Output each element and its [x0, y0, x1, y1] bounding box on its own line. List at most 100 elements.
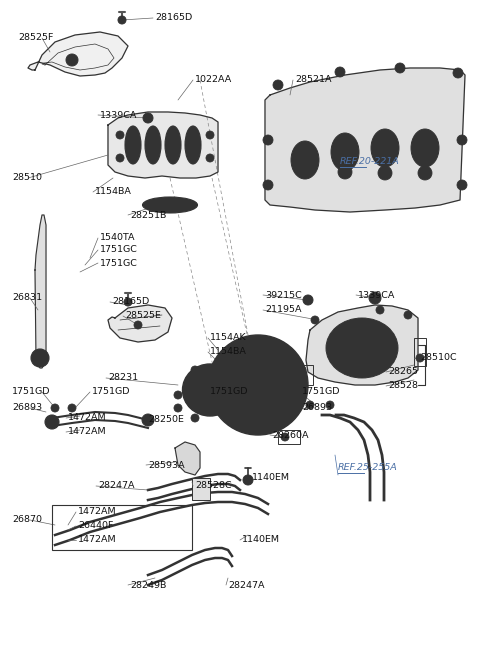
- Ellipse shape: [128, 132, 138, 157]
- Polygon shape: [35, 215, 46, 368]
- Ellipse shape: [185, 126, 201, 164]
- Circle shape: [376, 306, 384, 314]
- Text: 1472AM: 1472AM: [78, 536, 117, 544]
- Text: 28247A: 28247A: [228, 580, 264, 590]
- Circle shape: [142, 414, 154, 426]
- Text: 28165D: 28165D: [112, 297, 149, 307]
- Text: 1751GD: 1751GD: [210, 388, 249, 396]
- Ellipse shape: [326, 318, 398, 378]
- Bar: [295, 365, 313, 385]
- Circle shape: [457, 180, 467, 190]
- Text: 1472AM: 1472AM: [78, 508, 117, 517]
- Circle shape: [263, 135, 273, 145]
- Circle shape: [303, 295, 313, 305]
- Text: 1472AM: 1472AM: [68, 428, 107, 436]
- Circle shape: [238, 365, 278, 405]
- Circle shape: [404, 311, 412, 319]
- Circle shape: [335, 67, 345, 77]
- Circle shape: [191, 366, 199, 374]
- Polygon shape: [108, 305, 172, 342]
- Text: 26440F: 26440F: [78, 521, 113, 531]
- Bar: [52, 505, 192, 550]
- Ellipse shape: [371, 129, 399, 167]
- Circle shape: [66, 54, 78, 66]
- Circle shape: [206, 154, 214, 162]
- Ellipse shape: [376, 135, 394, 161]
- Circle shape: [263, 180, 273, 190]
- Polygon shape: [175, 442, 200, 475]
- Ellipse shape: [298, 163, 312, 177]
- Circle shape: [191, 414, 199, 422]
- Text: 28593A: 28593A: [148, 460, 185, 470]
- Circle shape: [243, 475, 253, 485]
- Text: 1140EM: 1140EM: [242, 536, 280, 544]
- Ellipse shape: [145, 126, 161, 164]
- Circle shape: [453, 68, 463, 78]
- Circle shape: [298, 366, 306, 374]
- Text: 26870: 26870: [12, 515, 42, 525]
- Text: 1339CA: 1339CA: [358, 291, 396, 299]
- Text: REF.20-221A: REF.20-221A: [340, 157, 400, 166]
- Circle shape: [395, 63, 405, 73]
- Circle shape: [416, 354, 424, 362]
- Text: 28525F: 28525F: [18, 33, 53, 43]
- Circle shape: [51, 404, 59, 412]
- Text: 1339CA: 1339CA: [100, 111, 137, 119]
- Circle shape: [306, 401, 314, 409]
- Text: 28525E: 28525E: [125, 312, 161, 320]
- Text: 28510: 28510: [12, 174, 42, 183]
- Text: 28249B: 28249B: [130, 580, 167, 590]
- Text: 28510C: 28510C: [420, 354, 456, 362]
- Text: 28250E: 28250E: [148, 415, 184, 424]
- Circle shape: [206, 131, 214, 139]
- Circle shape: [116, 154, 124, 162]
- Ellipse shape: [125, 126, 141, 164]
- Circle shape: [251, 391, 259, 399]
- Circle shape: [198, 378, 222, 402]
- Circle shape: [281, 433, 289, 441]
- Ellipse shape: [182, 364, 238, 416]
- Circle shape: [174, 404, 182, 412]
- Ellipse shape: [416, 135, 434, 161]
- Text: 28528: 28528: [388, 381, 418, 390]
- Circle shape: [220, 347, 296, 423]
- Circle shape: [273, 80, 283, 90]
- Circle shape: [69, 57, 75, 63]
- Text: 26893: 26893: [12, 403, 42, 413]
- Circle shape: [68, 404, 76, 412]
- Bar: [414, 338, 426, 366]
- Text: 28260A: 28260A: [272, 430, 309, 440]
- Ellipse shape: [344, 334, 380, 362]
- Circle shape: [45, 415, 59, 429]
- Bar: [192, 478, 210, 500]
- Circle shape: [124, 298, 132, 306]
- Ellipse shape: [338, 165, 352, 179]
- Ellipse shape: [188, 132, 198, 157]
- Text: 1472AM: 1472AM: [68, 413, 107, 422]
- Polygon shape: [28, 32, 128, 76]
- Text: 21195A: 21195A: [265, 305, 301, 314]
- Ellipse shape: [168, 132, 178, 157]
- Circle shape: [31, 349, 49, 367]
- Text: 1751GC: 1751GC: [100, 259, 138, 267]
- Circle shape: [369, 292, 381, 304]
- Text: REF.25-255A: REF.25-255A: [338, 464, 398, 472]
- Bar: [278, 430, 300, 444]
- Text: 1751GD: 1751GD: [92, 388, 131, 396]
- Circle shape: [236, 358, 244, 366]
- Text: 1751GD: 1751GD: [12, 388, 50, 396]
- Polygon shape: [108, 112, 218, 178]
- Ellipse shape: [331, 133, 359, 171]
- Ellipse shape: [143, 197, 197, 213]
- Text: 28247A: 28247A: [98, 481, 134, 491]
- Circle shape: [174, 391, 182, 399]
- Text: 28265: 28265: [388, 367, 418, 377]
- Text: 1540TA: 1540TA: [100, 233, 135, 242]
- Bar: [220, 370, 255, 408]
- Circle shape: [311, 316, 319, 324]
- Ellipse shape: [411, 129, 439, 167]
- Ellipse shape: [291, 141, 319, 179]
- Ellipse shape: [418, 166, 432, 180]
- Text: 1154BA: 1154BA: [210, 348, 247, 356]
- Text: 26831: 26831: [12, 293, 42, 303]
